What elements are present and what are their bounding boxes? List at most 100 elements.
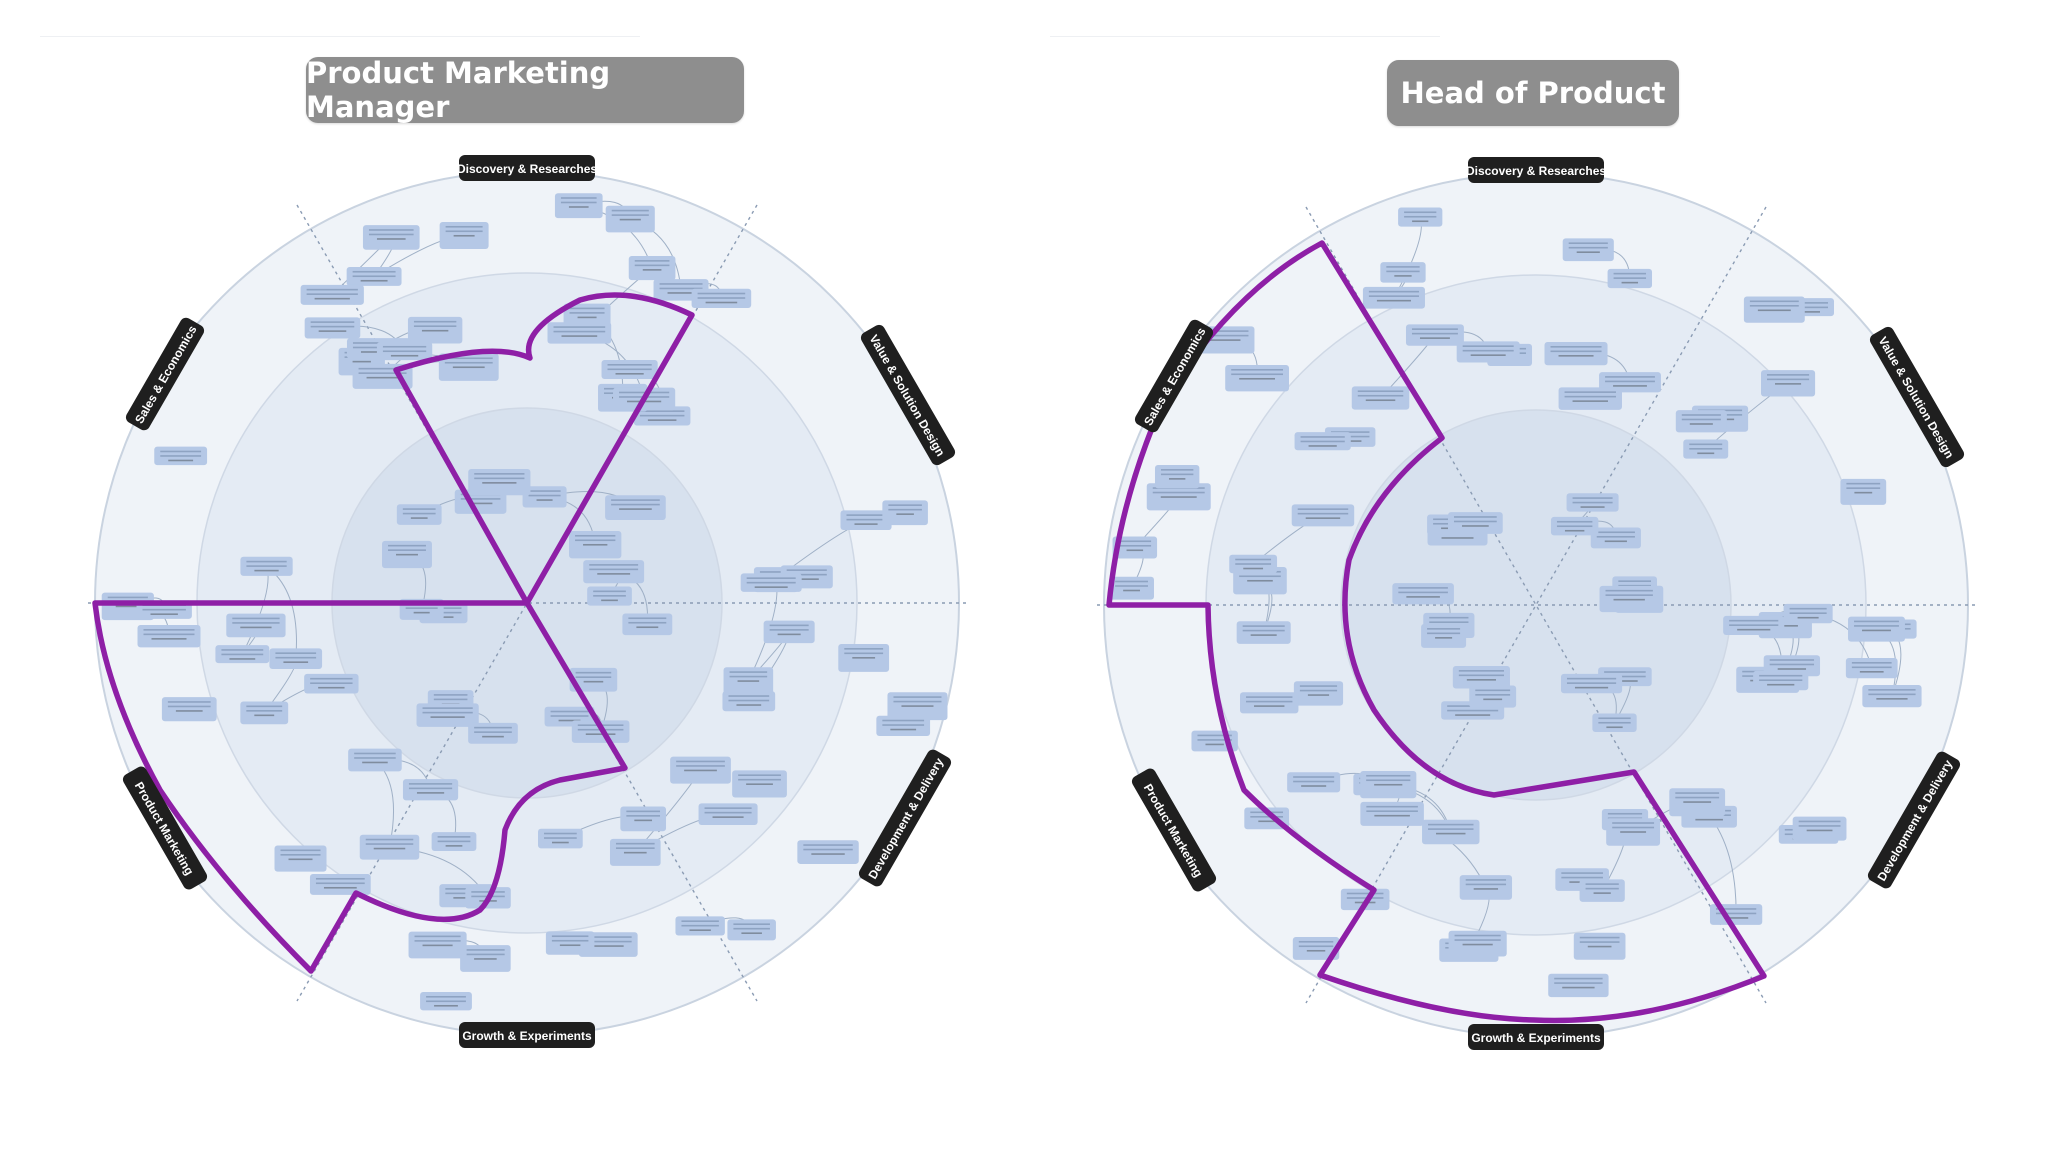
skill-node [727,919,776,941]
skill-node [670,756,731,784]
skill-node [154,446,208,466]
skill-node [1422,819,1480,845]
skill-node [1753,670,1809,691]
skill-node [240,556,293,576]
skill-node [1112,536,1158,559]
skill-node [161,697,217,722]
skill-node [601,360,658,380]
skill-node [304,317,361,339]
skill-node [460,945,511,972]
skill-node [763,620,815,644]
skill-node [1291,504,1355,527]
skill-node [348,748,402,772]
svg-text:Growth & Experiments: Growth & Experiments [462,1029,592,1043]
skill-node [1590,527,1641,549]
skill-node [416,703,479,727]
skill-node [439,221,489,249]
skill-node [887,692,948,721]
skill-node [545,931,595,955]
skill-node [300,284,364,305]
skill-node [396,504,442,525]
skill-node [569,667,618,692]
skill-node [1573,932,1626,960]
skill-node [362,225,420,250]
svg-text:Growth & Experiments: Growth & Experiments [1471,1031,1601,1045]
skill-node [1294,432,1351,451]
skill-node [840,510,892,531]
skill-node [431,832,477,851]
highlight-outline [92,292,695,974]
skill-node [732,770,787,798]
skill-node [605,205,655,233]
competency-wheel: Discovery & Researches Value & Solution … [88,155,968,1048]
skill-node [838,644,890,672]
skill-node [622,613,673,636]
skill-node [215,645,270,664]
competency-wheel: Discovery & Researches Value & Solution … [1097,157,1977,1050]
skill-node [675,916,725,936]
skill-node [628,256,676,281]
skill-node [1360,801,1424,826]
skill-node [609,838,661,866]
sector-label-discovery: Discovery & Researches [457,155,597,181]
sector-label-growth: Growth & Experiments [459,1022,595,1048]
wheel-rings [1103,172,1969,1038]
skill-node [468,469,531,496]
skill-node [468,722,518,744]
skill-node [1448,930,1507,957]
skill-node [420,991,472,1011]
skill-node [1292,936,1340,960]
skill-node [438,353,499,381]
skill-node [1743,296,1805,323]
skill-node [1862,685,1922,708]
skill-node [382,540,432,569]
skill-node [359,834,420,860]
skill-node [1362,286,1425,309]
skill-node [1109,576,1154,600]
skill-node [1558,387,1622,410]
skill-node [569,530,622,559]
skill-node [1447,512,1503,534]
skill-node [1550,516,1599,536]
skill-node [346,266,402,286]
skill-node [1459,875,1513,900]
svg-text:Discovery & Researches: Discovery & Researches [457,162,597,176]
panel-title: Head of Product [1387,60,1679,126]
skill-node [1761,370,1816,397]
highlight-outline [1106,240,1767,1024]
skill-node [137,625,201,648]
skill-nodes [1109,207,1922,998]
panel-title: Product Marketing Manager [306,56,744,124]
skill-node [226,613,286,638]
skill-node [1380,262,1426,283]
skill-node [1607,268,1653,289]
skill-node [1456,341,1520,363]
skill-node [633,406,691,426]
panel-head-of-product: Head of Product Discovery & Researches V… [1024,0,2048,1152]
skill-node [1723,615,1785,636]
skill-node [1452,666,1510,689]
skill-node [1599,585,1659,613]
skill-node [522,486,567,508]
skill-node [269,648,323,669]
skill-node [1599,372,1661,393]
skill-node [722,691,776,712]
skill-nodes [101,193,948,1011]
sector-label-growth: Growth & Experiments [1468,1024,1604,1050]
skill-node [1548,973,1609,998]
skill-node [1236,621,1291,644]
skill-node [1606,818,1661,846]
skill-node [1287,772,1341,793]
skill-node [1405,324,1464,346]
skill-node [1669,788,1726,817]
skill-node [407,316,463,344]
skill-node [587,586,632,606]
skill-node [1579,879,1625,902]
skill-node [563,303,611,327]
sector-label-discovery: Discovery & Researches [1466,157,1606,183]
skill-node [309,873,371,895]
skill-node [1398,207,1443,227]
skill-node [240,701,289,725]
skill-node [1848,616,1905,642]
skill-node [1229,554,1278,574]
